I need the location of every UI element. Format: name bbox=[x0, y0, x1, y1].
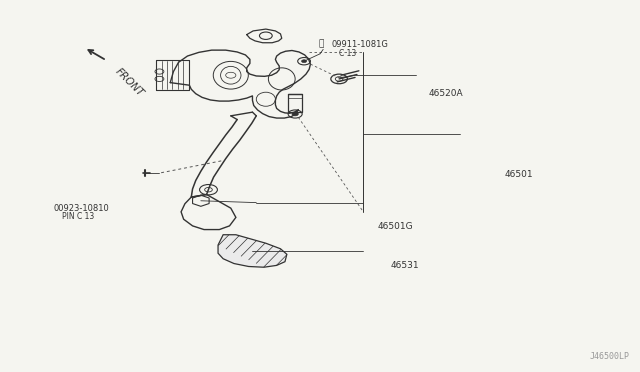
Text: 46501G: 46501G bbox=[378, 222, 413, 231]
Text: 46501: 46501 bbox=[505, 170, 533, 179]
Text: Ⓝ: Ⓝ bbox=[319, 40, 324, 49]
Text: 46520A: 46520A bbox=[428, 89, 463, 98]
Text: PIN C 13: PIN C 13 bbox=[62, 212, 94, 221]
Text: C 13: C 13 bbox=[339, 48, 356, 58]
Polygon shape bbox=[218, 235, 287, 267]
Text: FRONT: FRONT bbox=[113, 66, 145, 98]
Circle shape bbox=[292, 112, 298, 116]
Text: J46500LP: J46500LP bbox=[589, 352, 629, 361]
Text: 09911-1081G: 09911-1081G bbox=[332, 41, 388, 49]
Text: 00923-10810: 00923-10810 bbox=[54, 203, 109, 213]
Text: 46531: 46531 bbox=[390, 261, 419, 270]
Circle shape bbox=[301, 60, 307, 62]
